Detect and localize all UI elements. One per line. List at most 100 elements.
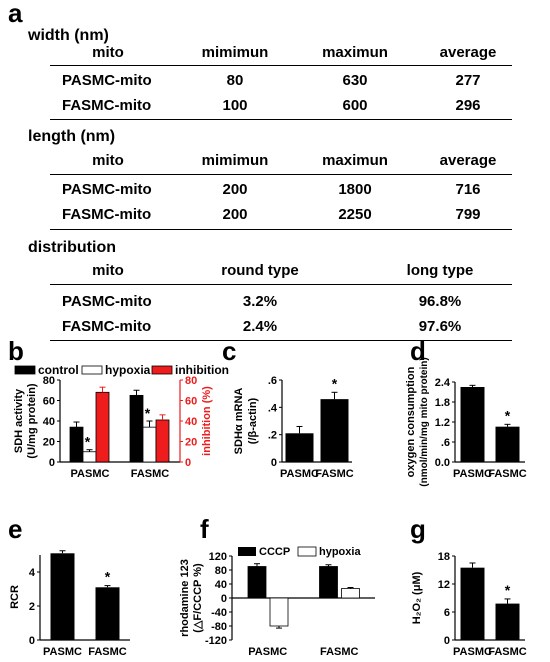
y-tick-label: 60 bbox=[43, 396, 55, 408]
significance-mark: * bbox=[505, 582, 511, 598]
bar bbox=[495, 426, 520, 462]
table-header: average bbox=[439, 44, 497, 61]
y-axis-label: (nmol/min/mg mito protein) bbox=[419, 357, 430, 486]
panel-letter: e bbox=[8, 514, 22, 544]
y-tick-label: .2 bbox=[268, 430, 277, 442]
legend-swatch bbox=[14, 365, 36, 375]
table-cell: 97.6% bbox=[418, 318, 462, 335]
table-cell: PASMC-mito bbox=[62, 293, 152, 310]
table-cell: 200 bbox=[222, 181, 248, 198]
y2-tick-label: 0 bbox=[185, 457, 191, 469]
bar bbox=[50, 553, 75, 640]
y-tick-label: 0 bbox=[49, 457, 55, 469]
y-tick-label: .6 bbox=[441, 437, 450, 449]
table-header: round type bbox=[221, 262, 299, 279]
panel-letter: g bbox=[410, 514, 426, 544]
bar bbox=[269, 597, 289, 627]
table-rule bbox=[50, 65, 512, 66]
x-tick-label: FASMC bbox=[488, 468, 527, 480]
table-cell: 96.8% bbox=[418, 293, 462, 310]
bar bbox=[69, 426, 84, 463]
significance-mark: * bbox=[332, 375, 338, 391]
table-rule bbox=[50, 284, 512, 285]
table-cell: 1800 bbox=[338, 181, 372, 198]
legend-label: control bbox=[38, 363, 79, 377]
table-cell: PASMC-mito bbox=[62, 181, 152, 198]
y2-tick-label: 80 bbox=[185, 375, 197, 387]
panel-letter: f bbox=[200, 514, 209, 544]
bar bbox=[95, 391, 110, 463]
y-tick-label: .6 bbox=[268, 375, 277, 387]
x-tick-label: PASMC bbox=[248, 646, 287, 658]
panel-letter: b bbox=[8, 336, 24, 366]
y-axis-label: (U/mg protein) bbox=[26, 383, 38, 458]
y-tick-label: 0 bbox=[29, 635, 35, 647]
y-tick-label: 18 bbox=[438, 551, 450, 563]
bar bbox=[341, 588, 360, 599]
y2-axis-label: inhibition (%) bbox=[201, 386, 213, 456]
table-cell: 100 bbox=[222, 97, 248, 114]
x-tick-label: FASMC bbox=[320, 646, 359, 658]
legend-label: CCCP bbox=[259, 546, 290, 558]
legend-label: hypoxia bbox=[105, 363, 151, 377]
bar bbox=[129, 394, 144, 463]
y-tick-label: .4 bbox=[268, 402, 278, 414]
table-header: mimimun bbox=[201, 152, 269, 169]
bar bbox=[495, 603, 520, 640]
significance-mark: * bbox=[505, 407, 511, 423]
y-tick-label: 4 bbox=[29, 567, 36, 579]
y-tick-label: 20 bbox=[43, 437, 55, 449]
x-tick-label: PASMC bbox=[453, 646, 492, 658]
bar bbox=[285, 433, 314, 462]
table-header: maximun bbox=[322, 152, 388, 169]
bar bbox=[142, 426, 157, 463]
y-tick-label: 80 bbox=[215, 565, 227, 577]
section-title-length: length (nm) bbox=[28, 128, 116, 145]
bar bbox=[82, 451, 97, 463]
x-tick-label: FASMC bbox=[88, 646, 127, 658]
y-axis-label: (△F/CCCP %) bbox=[192, 563, 204, 633]
significance-mark: * bbox=[105, 569, 111, 585]
significance-mark: * bbox=[145, 405, 151, 421]
table-cell: 799 bbox=[455, 206, 481, 223]
table-rule bbox=[50, 340, 512, 341]
y-axis-label: H₂O₂ (μM) bbox=[411, 571, 423, 624]
table-rule bbox=[50, 119, 512, 120]
legend-swatch bbox=[151, 365, 173, 375]
y-tick-label: 120 bbox=[209, 551, 227, 563]
bar bbox=[95, 587, 120, 640]
y-tick-label: -80 bbox=[211, 621, 227, 633]
table-header: mimimun bbox=[201, 44, 269, 61]
y-tick-label: 12 bbox=[438, 579, 450, 591]
y-tick-label: 40 bbox=[215, 579, 227, 591]
x-tick-label: FASMC bbox=[315, 468, 354, 480]
x-tick-label: FASMC bbox=[131, 468, 170, 480]
table-header: average bbox=[439, 152, 497, 169]
table-cell: 2250 bbox=[338, 206, 372, 223]
y-axis-label: (/β-actin) bbox=[247, 397, 259, 444]
table-header: long type bbox=[406, 262, 474, 279]
y-tick-label: 1.8 bbox=[435, 397, 450, 409]
y-tick-label: 0.0 bbox=[435, 457, 450, 469]
y-tick-label: 2 bbox=[29, 601, 35, 613]
bar bbox=[155, 419, 170, 463]
y-axis-label: oxygen consumption bbox=[405, 366, 417, 477]
y-tick-label: 0 bbox=[221, 593, 227, 605]
bar bbox=[460, 567, 485, 640]
significance-mark: * bbox=[85, 434, 91, 450]
y-tick-label: -120 bbox=[205, 635, 227, 647]
legend-swatch bbox=[238, 547, 256, 556]
x-tick-label: PASMC bbox=[453, 468, 492, 480]
table-cell: FASMC-mito bbox=[62, 318, 152, 335]
panel-letter-a: a bbox=[8, 0, 23, 28]
section-title-distribution: distribution bbox=[28, 239, 116, 256]
legend-label: hypoxia bbox=[319, 546, 361, 558]
table-cell: 80 bbox=[226, 72, 244, 89]
table-cell: 277 bbox=[455, 72, 481, 89]
table-cell: 716 bbox=[455, 181, 481, 198]
table-cell: 296 bbox=[455, 97, 481, 114]
table-cell: 2.4% bbox=[242, 318, 278, 335]
table-header: mito bbox=[92, 262, 124, 279]
x-tick-label: PASMC bbox=[43, 646, 82, 658]
y-axis-label: SDH activity bbox=[13, 388, 25, 453]
